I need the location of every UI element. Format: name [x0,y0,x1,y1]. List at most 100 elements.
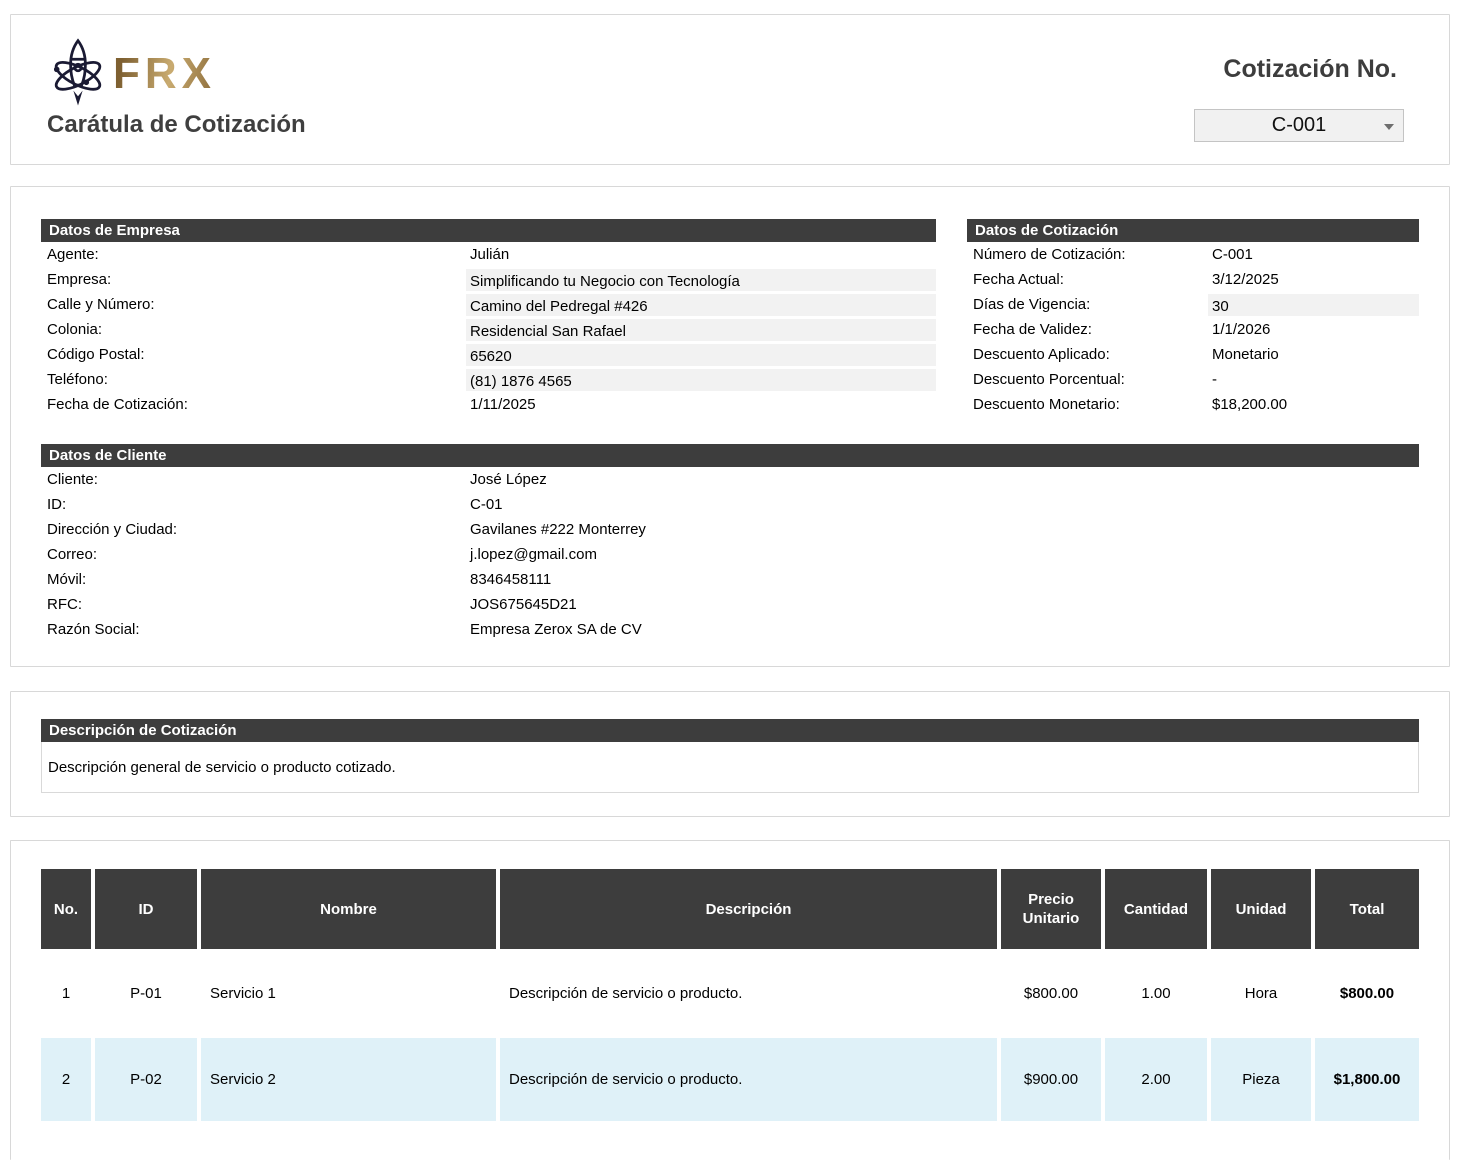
field-label: Móvil: [47,571,87,588]
items-table: No. ID Nombre Descripción Precio Unitari… [41,869,1419,1121]
field-row: Agente: Julián [41,242,936,267]
field-label: Calle y Número: [47,296,155,313]
field-label: Descuento Monetario: [973,396,1120,413]
cotizacion-section: Datos de Cotización Número de Cotización… [967,219,1419,417]
field-value[interactable]: Empresa Zerox SA de CV [470,621,642,638]
table-cell-nombre[interactable]: Servicio 2 [201,1038,496,1121]
field-row: Fecha Actual: 3/12/2025 [967,267,1419,292]
brand-logo: FRX [47,37,216,111]
table-cell-descripcion[interactable]: Descripción de servicio o producto. [500,1038,997,1121]
table-cell-no[interactable]: 2 [41,1038,91,1121]
field-label: Descuento Porcentual: [973,371,1125,388]
field-label: ID: [47,496,67,513]
field-value[interactable]: Camino del Pedregal #426 [466,292,936,317]
field-value[interactable]: 1/1/2026 [1212,321,1271,338]
field-value[interactable]: Gavilanes #222 Monterrey [470,521,646,538]
column-header-unidad: Unidad [1211,869,1311,949]
column-header-nombre: Nombre [201,869,496,949]
table-cell-id[interactable]: P-01 [95,949,197,1038]
field-row: Código Postal: 65620 [41,342,936,367]
field-label: Fecha Actual: [973,271,1064,288]
field-row: Dirección y Ciudad: Gavilanes #222 Monter… [41,517,1419,542]
field-row: Descuento Monetario: $18,200.00 [967,392,1419,417]
cliente-section: Datos de Cliente Cliente: José López ID: C… [41,444,1419,642]
field-label: Días de Vigencia: [973,296,1091,313]
column-header-cantidad: Cantidad [1105,869,1207,949]
quote-number-label: Cotización No. [1223,55,1397,83]
field-row: Empresa: Simplificando tu Negocio con Tec… [41,267,936,292]
rocket-atom-icon [53,38,102,106]
field-value[interactable]: $18,200.00 [1212,396,1288,413]
field-value[interactable]: 65620 [466,342,936,367]
table-cell-id[interactable]: P-02 [95,1038,197,1121]
quote-number-dropdown[interactable]: C-001 [1194,109,1404,142]
field-label: Dirección y Ciudad: [47,521,178,538]
table-cell-cantidad[interactable]: 2.00 [1105,1038,1207,1121]
empresa-section: Datos de Empresa Agente: Julián Empresa: S… [41,219,936,417]
field-value[interactable]: Residencial San Rafael [466,317,936,342]
field-row: Cliente: José López [41,467,1419,492]
field-label: Teléfono: [47,371,108,388]
field-label: Colonia: [47,321,103,338]
field-value[interactable]: 30 [1208,292,1419,317]
field-value[interactable]: - [1212,371,1217,388]
cotizacion-section-title: Datos de Cotización [967,219,1419,242]
field-row: Descuento Aplicado: Monetario [967,342,1419,367]
field-value[interactable]: 3/12/2025 [1212,271,1279,288]
chevron-down-icon [1384,124,1394,130]
table-cell-total[interactable]: $1,800.00 [1315,1038,1419,1121]
field-value[interactable]: Simplificando tu Negocio con Tecnología [466,267,936,292]
table-cell-unidad[interactable]: Pieza [1211,1038,1311,1121]
field-row: Móvil: 8346458111 [41,567,1419,592]
cliente-section-title: Datos de Cliente [41,444,1419,467]
field-value[interactable]: JOS675645D21 [470,596,577,613]
items-card: No. ID Nombre Descripción Precio Unitari… [10,840,1450,1160]
table-cell-total[interactable]: $800.00 [1315,949,1419,1038]
page-title: Carátula de Cotización [47,111,306,138]
field-value[interactable]: (81) 1876 4565 [466,367,936,392]
field-label: Agente: [47,246,99,263]
field-value[interactable]: 1/11/2025 [470,396,536,413]
empresa-section-title: Datos de Empresa [41,219,936,242]
field-row: Razón Social: Empresa Zerox SA de CV [41,617,1419,642]
field-value[interactable]: José López [470,471,547,488]
field-row: Colonia: Residencial San Rafael [41,317,936,342]
field-row: Fecha de Validez: 1/1/2026 [967,317,1419,342]
field-label: Correo: [47,546,98,563]
table-cell-precio-unitario[interactable]: $900.00 [1001,1038,1101,1121]
field-label: Empresa: [47,271,112,288]
column-header-id: ID [95,869,197,949]
field-label: Razón Social: [47,621,140,638]
field-label: Descuento Aplicado: [973,346,1110,363]
field-row: Fecha de Cotización: 1/11/2025 [41,392,936,417]
field-label: RFC: [47,596,82,613]
field-value[interactable]: j.lopez@gmail.com [470,546,597,563]
field-value[interactable]: C-01 [470,496,503,513]
column-header-total: Total [1315,869,1419,949]
table-cell-nombre[interactable]: Servicio 1 [201,949,496,1038]
field-row: Teléfono: (81) 1876 4565 [41,367,936,392]
table-cell-cantidad[interactable]: 1.00 [1105,949,1207,1038]
table-cell-unidad[interactable]: Hora [1211,949,1311,1038]
descripcion-text: Descripción general de servicio o produc… [48,758,396,776]
table-cell-descripcion[interactable]: Descripción de servicio o producto. [500,949,997,1038]
field-value[interactable]: Julián [470,246,510,263]
field-value[interactable]: C-001 [1212,246,1253,263]
descripcion-card: Descripción de Cotización Descripción ge… [10,691,1450,817]
field-row: ID: C-01 [41,492,1419,517]
field-row: Descuento Porcentual: - [967,367,1419,392]
table-cell-no[interactable]: 1 [41,949,91,1038]
header-card: FRX Carátula de Cotización Cotización No… [10,14,1450,165]
field-value[interactable]: Monetario [1212,346,1279,363]
field-label: Fecha de Cotización: [47,396,188,413]
field-row: RFC: JOS675645D21 [41,592,1419,617]
table-cell-precio-unitario[interactable]: $800.00 [1001,949,1101,1038]
column-header-precio-unitario: Precio Unitario [1001,869,1101,949]
field-row: Días de Vigencia: 30 [967,292,1419,317]
field-label: Cliente: [47,471,98,488]
field-label: Número de Cotización: [973,246,1126,263]
field-row: Calle y Número: Camino del Pedregal #426 [41,292,936,317]
field-value[interactable]: 8346458111 [470,571,552,588]
descripcion-text-field[interactable]: Descripción general de servicio o produc… [41,742,1419,793]
field-label: Código Postal: [47,346,145,363]
